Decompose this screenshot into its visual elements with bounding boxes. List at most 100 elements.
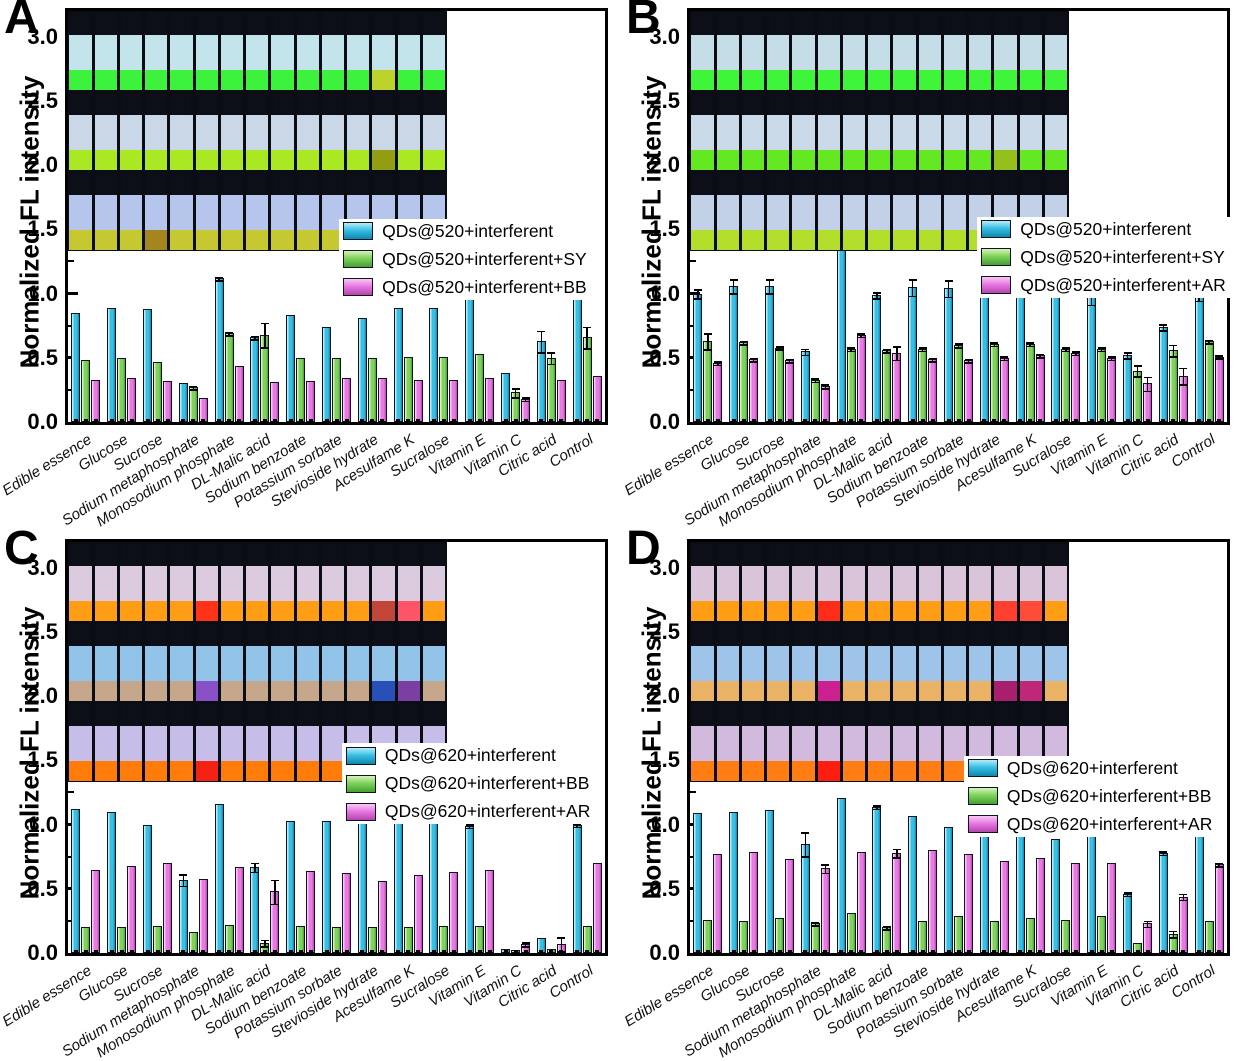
legend-swatch-green	[967, 787, 998, 806]
error-bar	[847, 347, 855, 353]
bar-green	[582, 326, 592, 422]
cuvette-body	[691, 114, 714, 151]
y-tick-label: 0.5	[649, 344, 680, 370]
y-tick-minor	[68, 260, 74, 263]
cuvette-liquid	[893, 230, 916, 251]
cuvette	[371, 11, 396, 91]
legend-label: QDs@520+interferent+BB	[382, 276, 587, 297]
cuvette-cap-icon	[970, 93, 990, 115]
bar-magenta	[377, 881, 387, 953]
cuvette-body	[195, 194, 218, 231]
cuvette	[371, 542, 396, 622]
cuvette-liquid	[220, 601, 244, 622]
cuvette	[841, 91, 866, 171]
cuvette-cap-icon	[1020, 13, 1041, 35]
cuvette-liquid	[716, 70, 739, 91]
cuvette-liquid	[372, 150, 395, 171]
cuvette-body	[119, 194, 143, 231]
cuvette-liquid	[195, 601, 218, 622]
cuvette-liquid	[792, 761, 815, 782]
bar-magenta	[127, 378, 137, 422]
cuvette-body	[296, 565, 319, 602]
cuvette-body	[321, 34, 345, 71]
cuvette-body	[170, 725, 193, 762]
cuvette-liquid	[918, 70, 941, 91]
cuvette-body	[792, 34, 815, 71]
cuvette	[1043, 542, 1068, 622]
cuvette-body	[716, 565, 739, 602]
cuvette	[371, 91, 396, 171]
bar-magenta	[1214, 862, 1224, 953]
cuvette-cap-icon	[919, 93, 940, 115]
cuvette	[295, 91, 320, 171]
cuvette-body	[691, 565, 714, 602]
cuvette-body	[271, 114, 294, 151]
bar-magenta	[1071, 863, 1081, 953]
cuvette-liquid	[321, 601, 345, 622]
bar-green	[882, 348, 892, 422]
cuvette	[245, 171, 270, 251]
cuvette-liquid	[969, 150, 992, 171]
bar-cyan	[1194, 286, 1204, 422]
error-bar	[271, 879, 278, 906]
error-bar	[730, 279, 737, 295]
cuvette	[144, 622, 169, 702]
cuvette-cap-icon	[894, 544, 915, 566]
cuvette-body	[397, 34, 420, 71]
cuvette-body	[296, 114, 319, 151]
bar-magenta	[785, 859, 794, 953]
bar-magenta	[820, 384, 830, 422]
cuvette-cap-icon	[297, 13, 318, 35]
cuvette	[93, 11, 118, 91]
cuvette-liquid	[741, 150, 765, 171]
cuvette-body	[271, 194, 294, 231]
bar-green	[989, 920, 999, 953]
cuvette-body	[893, 725, 916, 762]
bar-cyan	[1123, 892, 1132, 953]
bar-cyan	[357, 817, 367, 953]
y-tick-major	[68, 292, 78, 295]
error-bar	[1144, 376, 1151, 393]
bar-magenta	[856, 333, 866, 422]
cuvette-liquid	[170, 761, 193, 782]
cuvette	[144, 11, 169, 91]
cuvette-body	[170, 114, 193, 151]
legend-swatch-cyan	[345, 746, 376, 765]
y-tick-label: 1.5	[27, 747, 58, 773]
cuvette-body	[918, 194, 941, 231]
bar-green	[296, 357, 306, 422]
cuvette-cap-icon	[970, 544, 990, 566]
cuvette-body	[893, 565, 916, 602]
bar-green	[882, 925, 892, 953]
cuvette-liquid	[397, 601, 420, 622]
cuvette-cap-icon	[373, 173, 394, 195]
cuvette-body	[817, 645, 840, 682]
legend-label: QDs@620+interferent+BB	[384, 773, 590, 794]
cuvette-cap-icon	[995, 544, 1016, 566]
cuvette-body	[321, 645, 345, 682]
cuvette-liquid	[321, 230, 345, 251]
cuvette-liquid	[145, 70, 168, 91]
bar-magenta	[91, 379, 101, 422]
cuvette	[791, 91, 816, 171]
cuvette-body	[145, 725, 168, 762]
cuvette	[917, 11, 942, 91]
bar-magenta	[1214, 354, 1224, 422]
bar-magenta	[1107, 356, 1117, 422]
cuvette	[690, 171, 715, 251]
error-bar	[466, 824, 473, 830]
cuvette-cap-icon	[398, 624, 419, 646]
cuvette	[396, 622, 421, 702]
error-bar	[251, 335, 258, 341]
cuvette-liquid	[422, 150, 446, 171]
cuvette-cap-icon	[995, 704, 1016, 726]
cuvette-body	[69, 34, 92, 71]
cuvette-liquid	[347, 601, 370, 622]
cuvette-body	[397, 565, 420, 602]
cuvette-cap-icon	[146, 173, 167, 195]
bar-magenta	[198, 397, 208, 422]
cuvette-liquid	[842, 681, 866, 702]
legend-label: QDs@520+interferent+AR	[1020, 274, 1226, 295]
legend: QDs@620+interferent QDs@620+interferent+B…	[341, 743, 595, 825]
cuvette-cap-icon	[323, 173, 343, 195]
